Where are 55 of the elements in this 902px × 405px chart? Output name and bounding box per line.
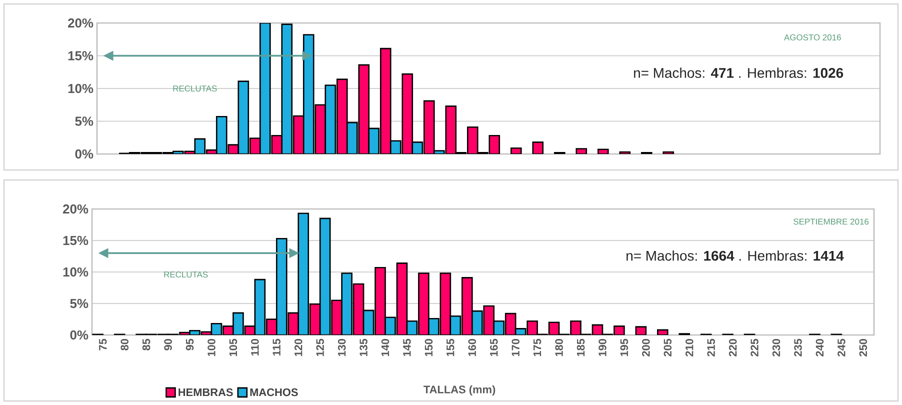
y-tick-label: 20% [68, 18, 94, 28]
x-tick-label: 250 [859, 338, 868, 356]
x-tick-label: 175 [534, 338, 542, 356]
x-tick-label: 230 [772, 338, 780, 356]
y-tick-label: 0% [70, 330, 88, 340]
x-tick-label: 220 [728, 338, 737, 356]
x-tick-label: 115 [272, 338, 280, 356]
x-tick-label: 160 [468, 338, 476, 356]
x-tick-label: 185 [576, 338, 585, 356]
y-tick-label: 0% [75, 149, 94, 159]
x-tick-label: 140 [381, 338, 390, 356]
annotation: n= Machos: 471 . Hembras: 1026 [634, 68, 844, 78]
x-tick-label: 135 [360, 338, 368, 356]
x-tick-label: 130 [338, 338, 346, 356]
y-tick-label: 5% [70, 298, 88, 308]
x-tick-label: 235 [794, 338, 802, 356]
y-tick-label: 10% [68, 84, 94, 94]
x-tick-label: 245 [838, 338, 846, 356]
text: AGOSTO 2016 [784, 34, 841, 40]
x-tick-label: 190 [598, 338, 606, 356]
x-tick-label: 195 [620, 338, 628, 356]
y-tick-label: 10% [63, 267, 88, 277]
annotation: n= Machos: 1664 . Hembras: 1414 [626, 250, 844, 261]
x-tick-label: 200 [642, 338, 650, 356]
x-tick-label: 215 [707, 338, 715, 356]
annotation: RECLUTAS [173, 86, 217, 92]
x-tick-label: 95 [186, 338, 194, 350]
legend-label: MACHOS [250, 388, 298, 396]
y-tick-label: 15% [63, 236, 88, 246]
x-tick-label: 85 [142, 338, 150, 350]
x-tick-label: 170 [512, 338, 520, 356]
x-tick-label: 145 [403, 338, 411, 356]
x-tick-label: 80 [120, 338, 128, 350]
x-tick-label: 110 [251, 338, 259, 356]
text: SEPTIEMBRE 2016 [794, 218, 869, 225]
x-tick-label: 90 [164, 338, 172, 350]
y-tick-label: 15% [68, 51, 94, 60]
x-tick-label: 155 [446, 338, 454, 356]
x-tick-label: 180 [555, 338, 563, 356]
annotation: RECLUTAS [164, 272, 208, 278]
x-tick-label: 210 [686, 338, 694, 356]
x-tick-label: 120 [294, 338, 302, 356]
legend-label: HEMBRAS [178, 388, 233, 396]
y-tick-label: 5% [75, 116, 94, 126]
x-tick-label: 150 [424, 338, 433, 356]
x-tick-label: 165 [490, 338, 498, 356]
x-tick-label: 240 [816, 338, 824, 356]
x-tick-label: 225 [750, 338, 758, 356]
x-tick-label: 105 [229, 338, 238, 356]
x-tick-label: 100 [208, 338, 216, 356]
x-tick-label: 125 [316, 338, 324, 356]
x-tick-label: 205 [664, 338, 672, 356]
x-axis-title: TALLAS (mm) [424, 385, 496, 396]
y-tick-label: 20% [63, 204, 88, 214]
x-tick-label: 75 [99, 338, 107, 350]
